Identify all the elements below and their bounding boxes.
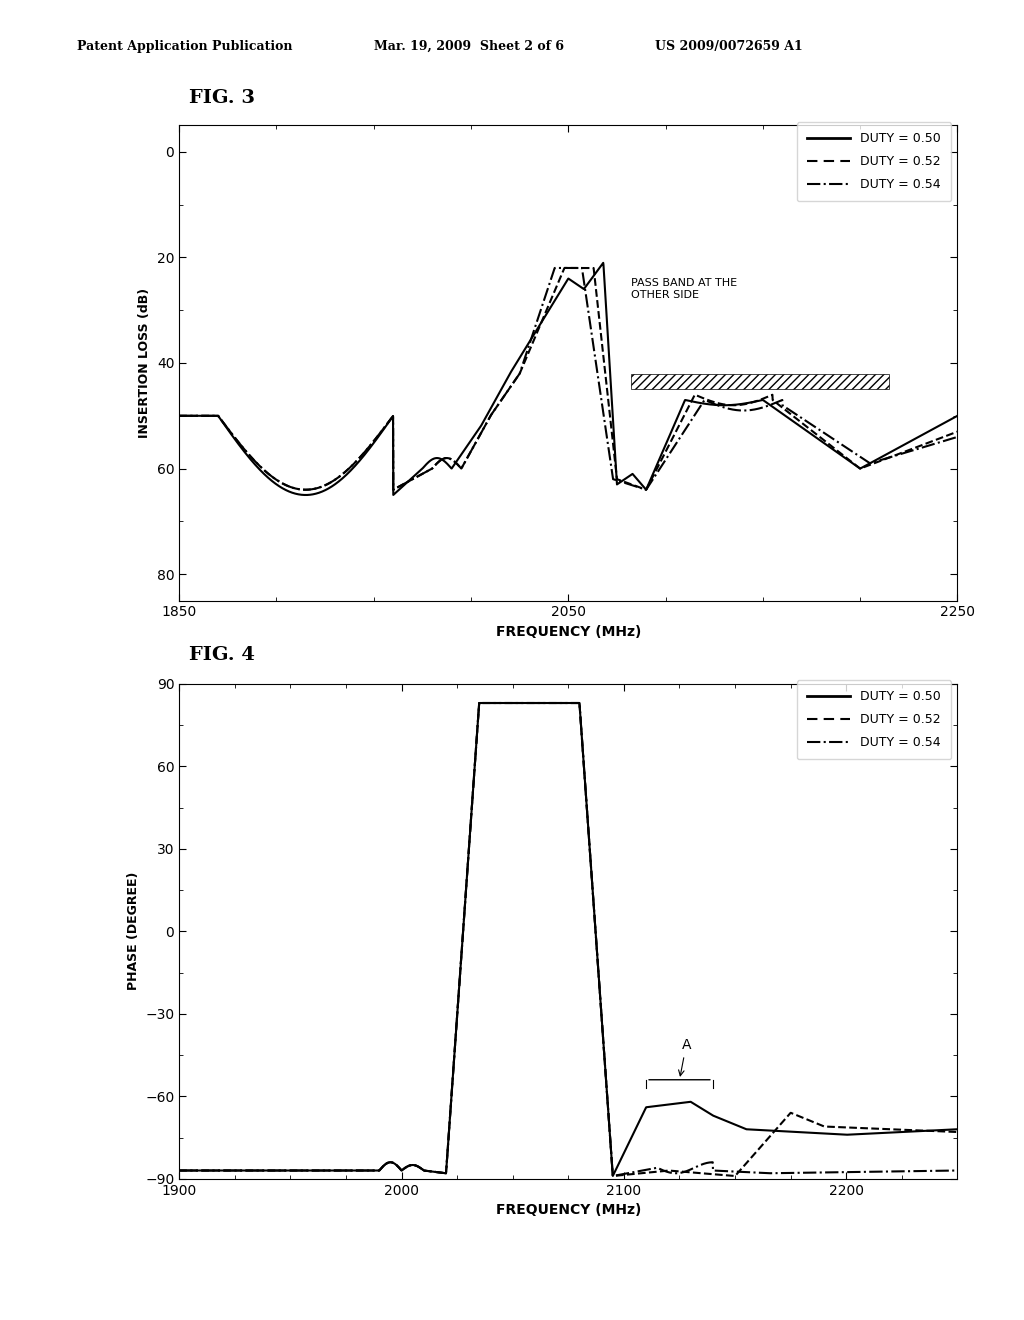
Legend: DUTY = 0.50, DUTY = 0.52, DUTY = 0.54: DUTY = 0.50, DUTY = 0.52, DUTY = 0.54 bbox=[797, 123, 951, 201]
Text: FIG. 3: FIG. 3 bbox=[189, 88, 255, 107]
Text: PASS BAND AT THE
OTHER SIDE: PASS BAND AT THE OTHER SIDE bbox=[631, 279, 736, 300]
Text: US 2009/0072659 A1: US 2009/0072659 A1 bbox=[655, 40, 803, 53]
Bar bbox=[631, 374, 889, 389]
X-axis label: FREQUENCY (MHz): FREQUENCY (MHz) bbox=[496, 624, 641, 639]
Y-axis label: PHASE (DEGREE): PHASE (DEGREE) bbox=[127, 873, 139, 990]
Y-axis label: INSERTION LOSS (dB): INSERTION LOSS (dB) bbox=[138, 288, 152, 438]
Legend: DUTY = 0.50, DUTY = 0.52, DUTY = 0.54: DUTY = 0.50, DUTY = 0.52, DUTY = 0.54 bbox=[797, 680, 951, 759]
Text: Mar. 19, 2009  Sheet 2 of 6: Mar. 19, 2009 Sheet 2 of 6 bbox=[374, 40, 564, 53]
Text: Patent Application Publication: Patent Application Publication bbox=[77, 40, 292, 53]
X-axis label: FREQUENCY (MHz): FREQUENCY (MHz) bbox=[496, 1203, 641, 1217]
Text: A: A bbox=[679, 1039, 691, 1076]
Text: FIG. 4: FIG. 4 bbox=[189, 645, 255, 664]
